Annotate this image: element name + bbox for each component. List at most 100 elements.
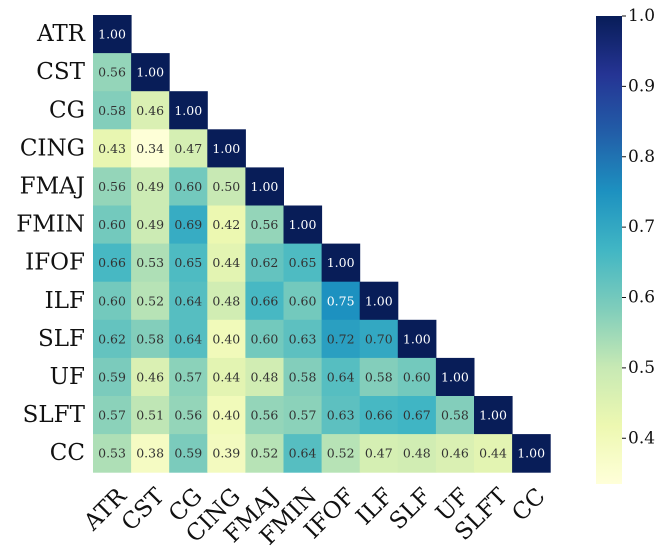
heatmap-cell-cg-cst [131,91,170,130]
cell-value-label: 0.44 [212,369,240,384]
heatmap-cell-fmaj-cg [169,167,208,206]
heatmap-cell-uf-cing [207,357,246,397]
cell-value-label: 0.58 [289,369,317,384]
colorbar-bar [596,16,622,484]
heatmap-cell-cc-ifof [321,434,361,473]
heatmap-cell-slf-fmaj [245,319,284,359]
heatmap-cell-slf-slf [397,319,437,359]
cell-value-label: 0.60 [251,331,279,346]
heatmap-cell-cc-ilf [359,434,399,473]
cell-value-label: 0.56 [174,408,202,423]
cell-value-label: 0.64 [174,293,202,308]
cell-value-label: 0.38 [136,446,164,461]
colorbar-tick-label: 0.9 [628,76,655,96]
cell-value-label: 0.58 [98,103,126,118]
cell-value-label: 0.67 [403,408,431,423]
cell-value-label: 1.00 [98,27,126,42]
row-label-fmaj: FMAJ [20,173,85,199]
cell-value-label: 1.00 [136,65,164,80]
cell-value-label: 0.39 [212,446,240,461]
row-label-cc: CC [50,440,85,466]
heatmap-cell-slft-ilf [359,396,399,435]
heatmap-cell-cg-cg [169,91,208,130]
cell-value-label: 0.34 [136,141,164,156]
heatmap-cell-uf-atr [93,357,132,397]
cell-value-label: 0.52 [136,293,164,308]
heatmap-cell-ilf-atr [93,281,132,321]
heatmap-cell-ilf-fmin [283,281,323,321]
cell-value-label: 0.42 [212,217,240,232]
cell-value-label: 1.00 [327,255,355,270]
heatmap-cell-fmin-atr [93,205,132,245]
cell-value-label: 0.62 [251,255,279,270]
cell-value-label: 0.60 [403,369,431,384]
heatmap-cell-fmin-fmaj [245,205,284,245]
colorbar-tick-label: 0.8 [628,147,655,167]
cell-value-label: 0.57 [174,369,202,384]
colorbar-tick-label: 0.6 [628,288,655,308]
cell-value-label: 0.59 [98,369,126,384]
heatmap-cell-uf-fmaj [245,357,284,397]
heatmap-cell-slf-ilf [359,319,399,359]
heatmap-cell-ilf-ilf [359,281,399,321]
colorbar: 0.4 0.5 0.6 0.7 0.8 0.9 1.0 [596,6,655,484]
cell-value-label: 0.57 [289,408,317,423]
heatmap-cell-slft-cing [207,396,246,435]
heatmap-cell-cc-cst [131,434,170,473]
cell-value-label: 0.65 [174,255,202,270]
heatmap-cell-cing-atr [93,129,132,168]
cell-value-label: 0.47 [365,446,393,461]
heatmap-cell-cing-cg [169,129,208,168]
heatmap-cell-slft-slft [474,396,513,435]
heatmap-cell-ifof-cg [169,243,208,283]
cell-value-label: 0.65 [289,255,317,270]
heatmap-cell-slf-fmin [283,319,323,359]
cell-value-label: 0.56 [251,217,279,232]
cell-value-label: 0.48 [212,293,240,308]
row-label-uf: UF [50,364,85,390]
heatmap-cell-cc-cg [169,434,208,473]
heatmap-cell-fmaj-atr [93,167,132,206]
heatmap-cell-ilf-cst [131,281,170,321]
cell-value-label: 0.49 [136,179,164,194]
heatmap-cell-ifof-cst [131,243,170,283]
heatmap-cell-atr-atr [93,15,132,54]
cell-value-label: 0.53 [136,255,164,270]
row-label-cst: CST [36,59,85,85]
cell-value-label: 0.58 [365,369,393,384]
heatmap-cell-fmin-cg [169,205,208,245]
heatmap-cell-cc-slf [397,434,437,473]
cell-value-label: 0.56 [98,65,126,80]
heatmap-cell-cc-slft [474,434,513,473]
colorbar-ticks: 0.4 0.5 0.6 0.7 0.8 0.9 1.0 [622,6,655,448]
cell-value-label: 0.63 [289,331,317,346]
cell-value-label: 0.58 [441,408,469,423]
heatmap-cell-cst-cst [131,53,170,92]
row-label-atr: ATR [36,21,86,47]
row-label-cg: CG [49,97,85,123]
heatmap-cell-uf-uf [435,357,475,397]
heatmap-cell-ilf-cing [207,281,246,321]
heatmap-cell-fmin-cst [131,205,170,245]
cell-value-label: 0.40 [212,331,240,346]
heatmap-cell-cc-cc [512,434,551,473]
colorbar-tick-label: 0.5 [628,358,655,378]
cell-value-label: 0.69 [174,217,202,232]
cell-value-label: 1.00 [289,217,317,232]
cell-value-label: 1.00 [479,408,507,423]
cell-value-label: 0.60 [174,179,202,194]
row-label-slft: SLFT [23,402,86,428]
cell-value-label: 0.43 [98,141,126,156]
cell-value-label: 0.70 [365,331,393,346]
heatmap-cell-cing-cing [207,129,246,168]
heatmap-cells: 1.00 0.56 1.00 0.58 0.46 1.00 0.43 0.34 0.47 1.00… [93,15,551,473]
heatmap-cell-slft-cg [169,396,208,435]
cell-value-label: 1.00 [365,293,393,308]
cell-value-label: 0.44 [212,255,240,270]
cell-value-label: 0.46 [441,446,469,461]
cell-value-label: 0.58 [136,331,164,346]
cell-value-label: 0.46 [136,369,164,384]
heatmap-cell-slft-fmin [283,396,323,435]
heatmap-cell-ifof-fmin [283,243,323,283]
